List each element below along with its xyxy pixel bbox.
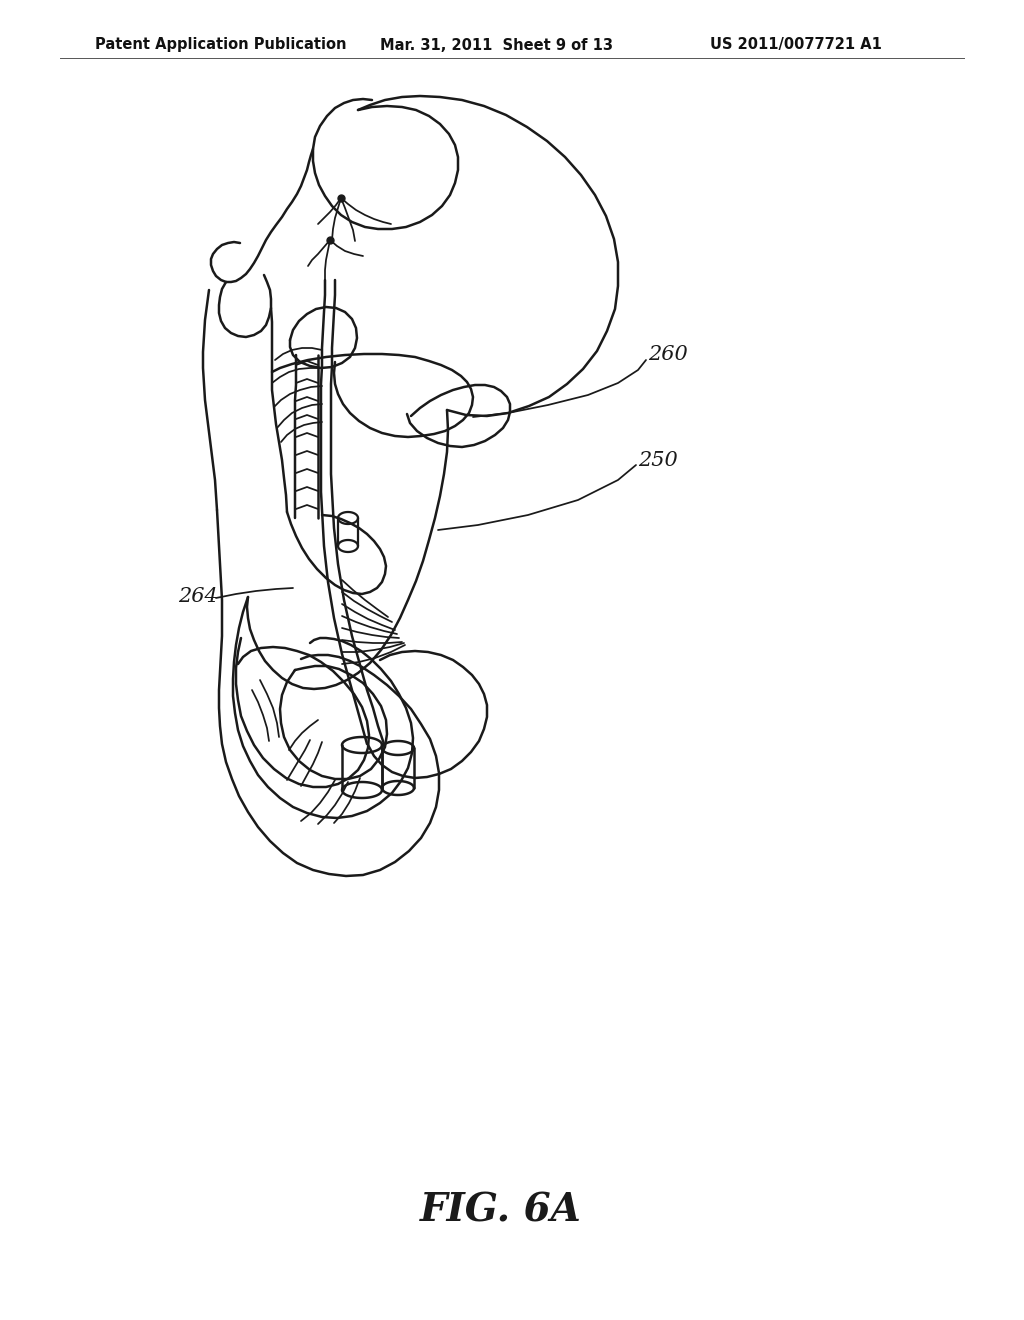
- Text: Mar. 31, 2011  Sheet 9 of 13: Mar. 31, 2011 Sheet 9 of 13: [380, 37, 613, 53]
- Text: 250: 250: [638, 450, 678, 470]
- Text: 260: 260: [648, 346, 688, 364]
- Text: US 2011/0077721 A1: US 2011/0077721 A1: [710, 37, 882, 53]
- Text: FIG. 6A: FIG. 6A: [420, 1191, 582, 1229]
- Text: Patent Application Publication: Patent Application Publication: [95, 37, 346, 53]
- Text: 264: 264: [178, 586, 218, 606]
